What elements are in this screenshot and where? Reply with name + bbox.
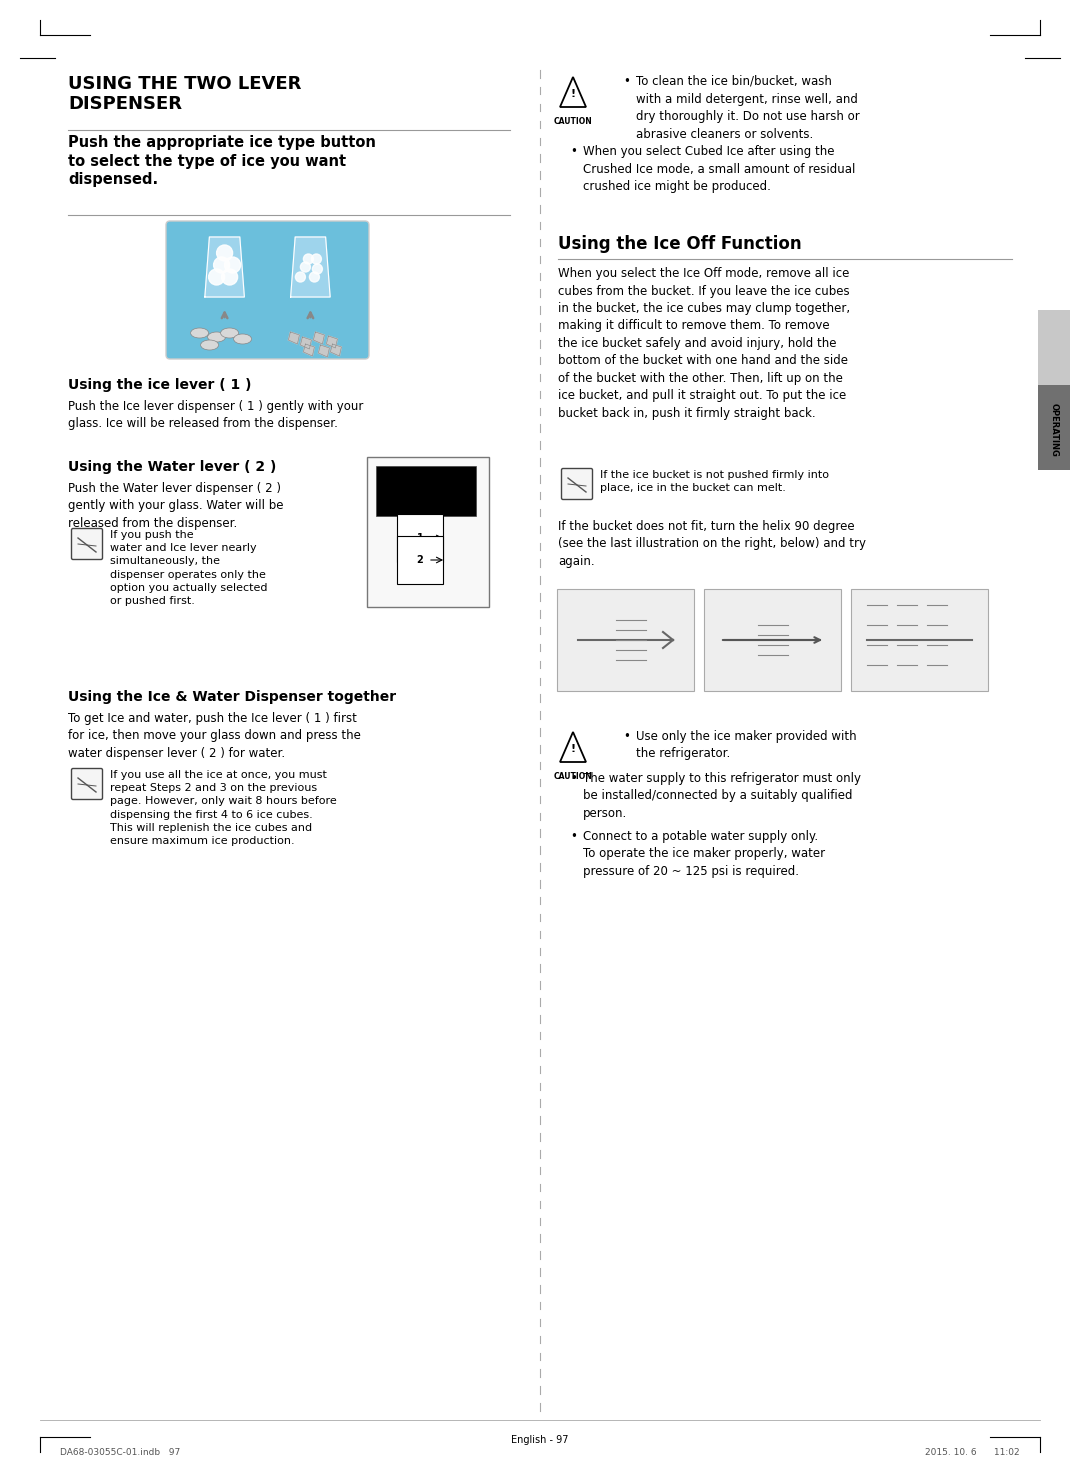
Text: !: !: [570, 88, 576, 99]
FancyBboxPatch shape: [71, 528, 103, 559]
FancyBboxPatch shape: [557, 589, 694, 690]
FancyBboxPatch shape: [704, 589, 841, 690]
Polygon shape: [313, 333, 324, 344]
Polygon shape: [300, 337, 311, 349]
Bar: [1038, 386, 1070, 470]
Circle shape: [312, 263, 323, 274]
Polygon shape: [303, 344, 314, 356]
Circle shape: [214, 258, 230, 272]
Ellipse shape: [190, 328, 208, 339]
Circle shape: [221, 269, 238, 286]
Text: If the ice bucket is not pushed firmly into
place, ice in the bucket can melt.: If the ice bucket is not pushed firmly i…: [600, 470, 829, 493]
Text: •: •: [570, 146, 577, 158]
Ellipse shape: [207, 333, 226, 342]
Text: If you push the
water and Ice lever nearly
simultaneously, the
dispenser operate: If you push the water and Ice lever near…: [110, 530, 268, 606]
Text: 1: 1: [417, 533, 423, 543]
Text: If the bucket does not fit, turn the helix 90 degree
(see the last illustration : If the bucket does not fit, turn the hel…: [558, 520, 866, 568]
Polygon shape: [330, 344, 341, 356]
Text: The water supply to this refrigerator must only
be installed/connected by a suit: The water supply to this refrigerator mu…: [583, 771, 861, 820]
Circle shape: [296, 272, 306, 283]
Text: •: •: [570, 771, 577, 785]
Text: If you use all the ice at once, you must
repeat Steps 2 and 3 on the previous
pa: If you use all the ice at once, you must…: [110, 770, 337, 846]
Text: When you select the Ice Off mode, remove all ice
cubes from the bucket. If you l: When you select the Ice Off mode, remove…: [558, 266, 850, 420]
Text: Connect to a potable water supply only.
To operate the ice maker properly, water: Connect to a potable water supply only. …: [583, 830, 825, 877]
Text: USING THE TWO LEVER
DISPENSER: USING THE TWO LEVER DISPENSER: [68, 75, 301, 113]
Text: 2: 2: [417, 555, 423, 565]
Text: To get Ice and water, push the Ice lever ( 1 ) first
for ice, then move your gla: To get Ice and water, push the Ice lever…: [68, 712, 361, 760]
Bar: [1038, 311, 1070, 390]
Text: Push the Ice lever dispenser ( 1 ) gently with your
glass. Ice will be released : Push the Ice lever dispenser ( 1 ) gentl…: [68, 400, 363, 430]
FancyBboxPatch shape: [71, 768, 103, 799]
Text: DA68-03055C-01.indb   97: DA68-03055C-01.indb 97: [60, 1448, 180, 1457]
Text: English - 97: English - 97: [511, 1435, 569, 1446]
Ellipse shape: [201, 340, 218, 350]
FancyBboxPatch shape: [367, 456, 489, 606]
Text: To clean the ice bin/bucket, wash
with a mild detergent, rinse well, and
dry tho: To clean the ice bin/bucket, wash with a…: [636, 75, 860, 140]
Polygon shape: [326, 336, 337, 347]
Text: •: •: [623, 730, 630, 743]
Circle shape: [217, 244, 232, 261]
Text: Using the Ice Off Function: Using the Ice Off Function: [558, 236, 801, 253]
Text: CAUTION: CAUTION: [554, 771, 592, 782]
Circle shape: [208, 269, 225, 286]
Ellipse shape: [220, 328, 239, 339]
Text: Using the Water lever ( 2 ): Using the Water lever ( 2 ): [68, 459, 276, 474]
Text: •: •: [570, 830, 577, 843]
Text: !: !: [570, 743, 576, 754]
Text: When you select Cubed Ice after using the
Crushed Ice mode, a small amount of re: When you select Cubed Ice after using th…: [583, 146, 855, 193]
FancyBboxPatch shape: [562, 468, 593, 499]
Ellipse shape: [233, 334, 252, 344]
Text: Push the appropriate ice type button
to select the type of ice you want
dispense: Push the appropriate ice type button to …: [68, 135, 376, 187]
Bar: [376, 467, 476, 517]
Text: Using the Ice & Water Dispenser together: Using the Ice & Water Dispenser together: [68, 690, 396, 704]
Text: •: •: [623, 75, 630, 88]
Polygon shape: [319, 344, 329, 358]
Circle shape: [303, 255, 313, 263]
Text: Push the Water lever dispenser ( 2 )
gently with your glass. Water will be
relea: Push the Water lever dispenser ( 2 ) gen…: [68, 481, 283, 530]
Circle shape: [309, 272, 320, 283]
Polygon shape: [288, 333, 299, 344]
Text: Using the ice lever ( 1 ): Using the ice lever ( 1 ): [68, 378, 252, 392]
Text: Use only the ice maker provided with
the refrigerator.: Use only the ice maker provided with the…: [636, 730, 856, 761]
Circle shape: [300, 262, 310, 272]
Polygon shape: [205, 237, 244, 297]
Circle shape: [311, 255, 322, 263]
Text: CAUTION: CAUTION: [554, 116, 592, 127]
Text: OPERATING: OPERATING: [1050, 403, 1058, 456]
Text: 2015. 10. 6      11:02: 2015. 10. 6 11:02: [926, 1448, 1020, 1457]
Polygon shape: [291, 237, 330, 297]
FancyBboxPatch shape: [851, 589, 988, 690]
Circle shape: [225, 258, 241, 272]
FancyBboxPatch shape: [166, 221, 369, 359]
